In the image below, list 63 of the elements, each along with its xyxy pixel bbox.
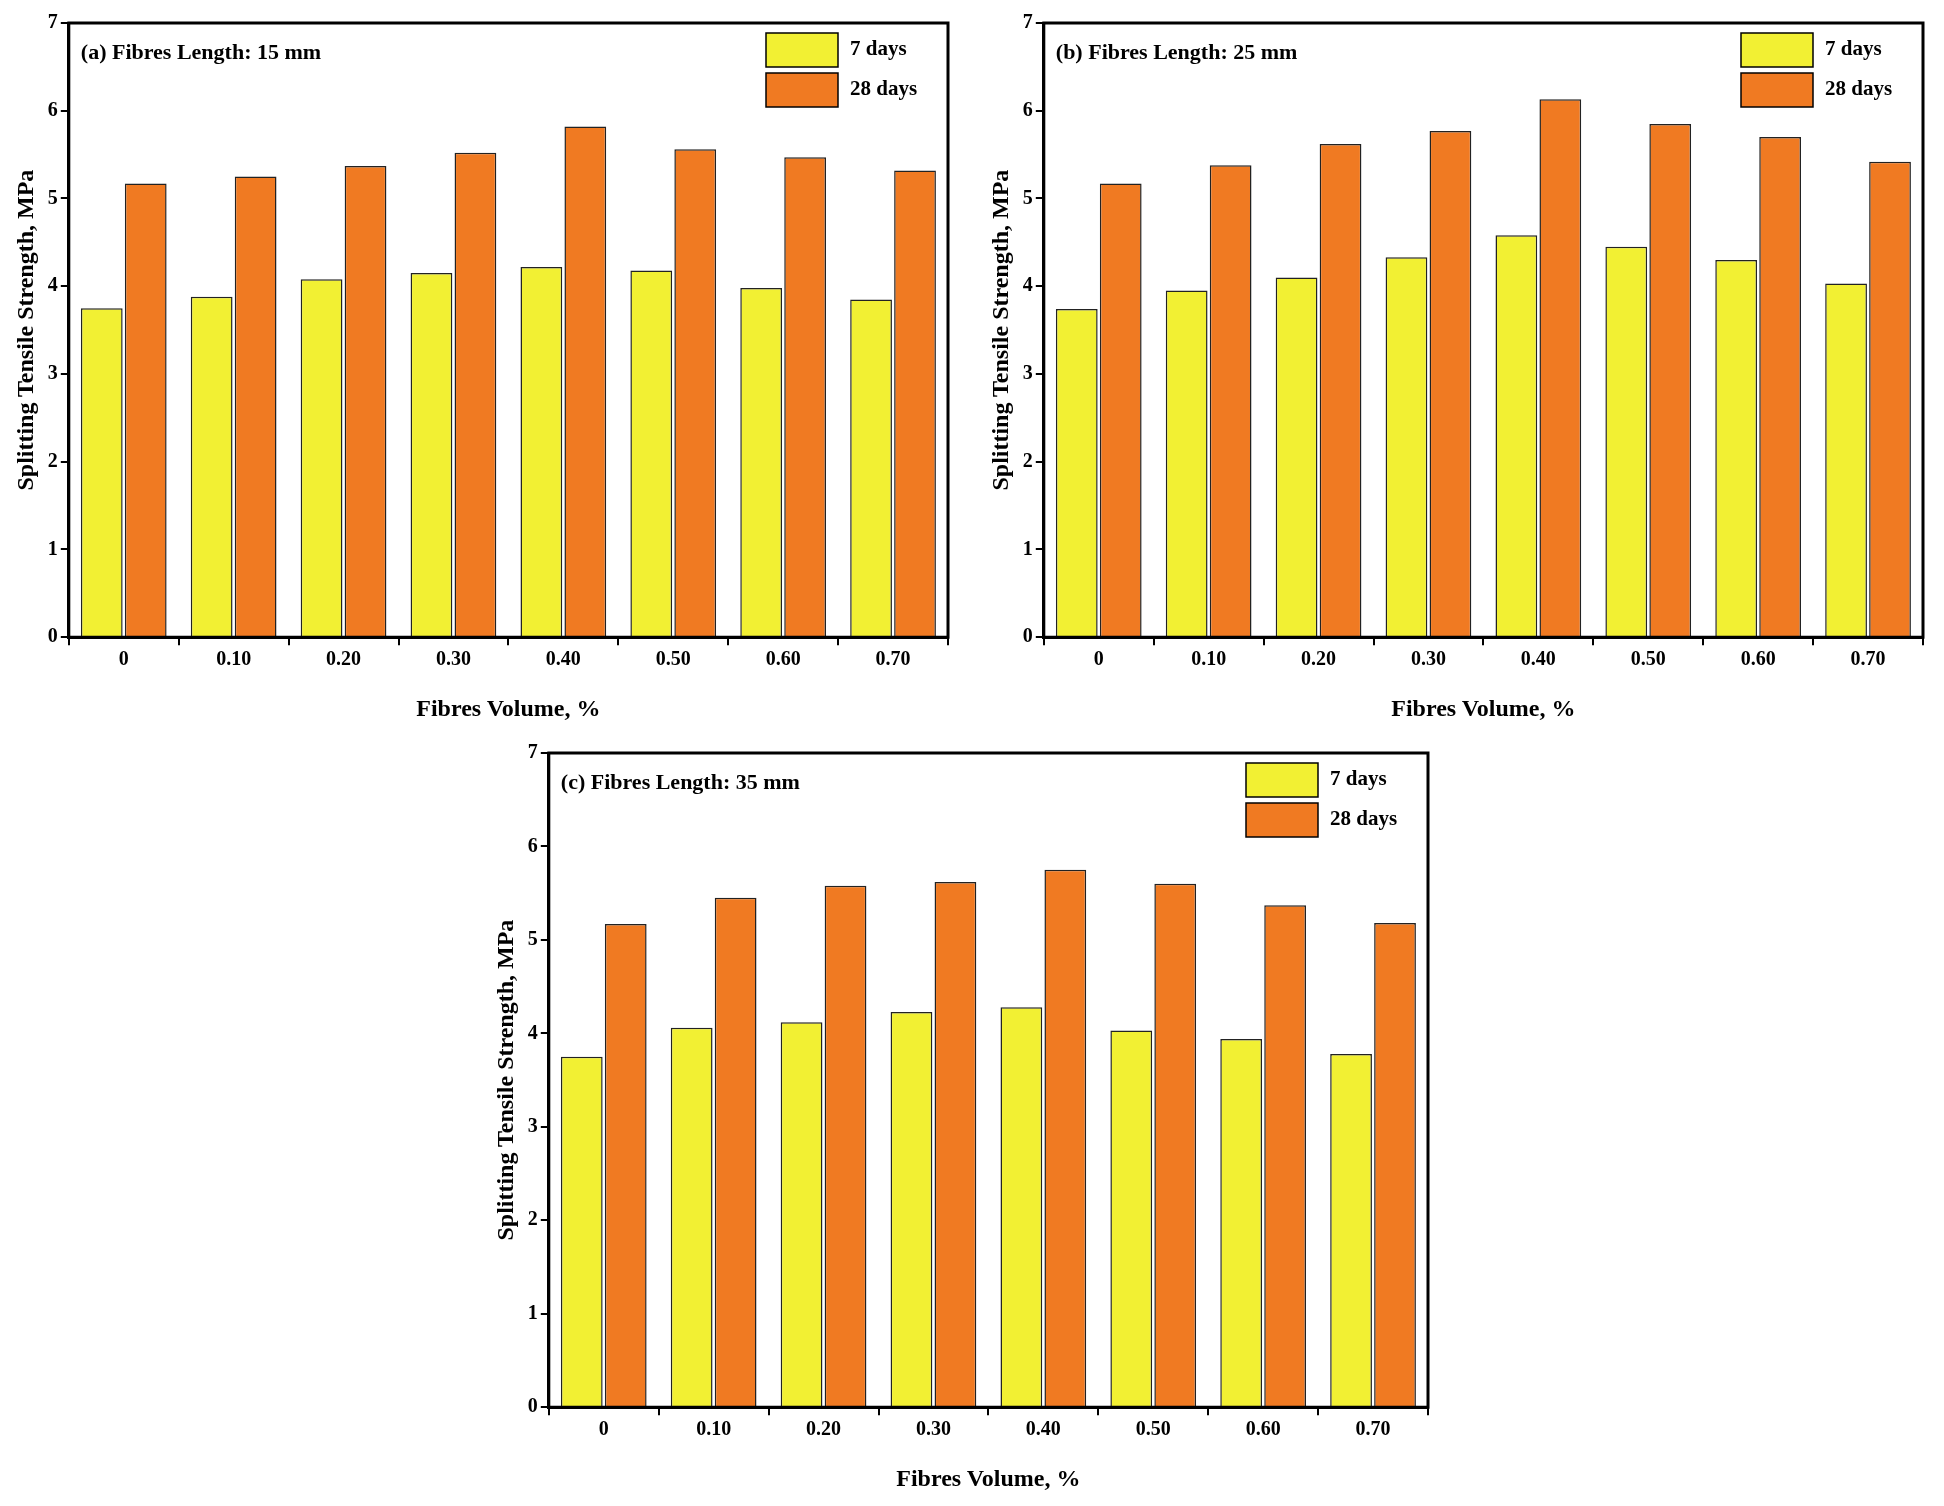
- x-tick-label: 0.60: [765, 647, 801, 670]
- x-tick-label: 0.40: [545, 647, 581, 670]
- x-tick-label: 0.60: [1740, 647, 1776, 670]
- y-tick-label: 2: [527, 1207, 538, 1230]
- x-tick-label: 0.70: [1355, 1417, 1391, 1440]
- y-tick-label: 7: [47, 10, 58, 33]
- y-tick-label: 0: [47, 624, 58, 647]
- legend-label: 28 days: [850, 76, 918, 101]
- y-tick-label: 1: [1022, 536, 1033, 559]
- legend-label: 28 days: [1825, 76, 1893, 101]
- y-tick-label: 3: [527, 1114, 538, 1136]
- y-axis-title: Splitting Tensile Strength, MPa: [986, 169, 1013, 491]
- x-tick-label: 0: [598, 1417, 609, 1440]
- y-tick-label: 5: [1022, 185, 1033, 208]
- legend-label: 28 days: [1330, 806, 1398, 831]
- text: (a) Fibres Length: 15 mm: [80, 38, 322, 64]
- y-tick-label: 6: [47, 97, 58, 120]
- x-tick-label: 0.40: [1520, 647, 1556, 670]
- y-tick-label: 1: [527, 1300, 538, 1323]
- text: (b) Fibres Length: 25 mm: [1055, 38, 1298, 64]
- x-tick-label: 0.60: [1245, 1417, 1281, 1440]
- x-tick-label: 0.50: [1135, 1417, 1171, 1440]
- y-tick-label: 4: [1022, 273, 1033, 296]
- x-tick-label: 0.70: [1850, 647, 1886, 670]
- legend-label: 7 days: [1330, 766, 1387, 791]
- x-tick-label: 0.50: [655, 647, 691, 670]
- x-tick-label: 0.10: [696, 1417, 732, 1440]
- y-tick-label: 5: [527, 927, 538, 950]
- x-tick-label: 0: [1093, 647, 1104, 670]
- y-tick-label: 6: [527, 833, 538, 856]
- x-tick-label: 0.20: [1301, 647, 1337, 670]
- y-axis-title: Splitting Tensile Strength, MPa: [11, 169, 38, 491]
- x-axis-title: Fibres Volume, %: [896, 1464, 1081, 1491]
- y-tick-label: 0: [1022, 624, 1033, 647]
- x-tick-label: 0.30: [435, 647, 471, 670]
- y-tick-label: 2: [47, 448, 58, 471]
- x-tick-label: 0.20: [806, 1417, 842, 1440]
- y-axis-title: Splitting Tensile Strength, MPa: [491, 919, 518, 1241]
- x-tick-label: 0.70: [875, 647, 911, 670]
- y-tick-label: 4: [527, 1020, 538, 1043]
- x-tick-label: 0.10: [1191, 647, 1227, 670]
- y-tick-label: 7: [1022, 10, 1033, 33]
- y-tick-label: 3: [1022, 361, 1033, 384]
- y-tick-label: 6: [1022, 97, 1033, 120]
- x-tick-label: 0.40: [1025, 1417, 1061, 1440]
- legend-label: 7 days: [1825, 36, 1882, 61]
- x-axis-title: Fibres Volume, %: [416, 694, 601, 721]
- x-tick-label: 0.30: [1410, 647, 1446, 670]
- text: (c) Fibres Length: 35 mm: [560, 768, 800, 794]
- x-tick-label: 0.10: [216, 647, 252, 670]
- y-tick-label: 1: [47, 536, 58, 559]
- x-axis-title: Fibres Volume, %: [1391, 694, 1576, 721]
- y-tick-label: 3: [47, 361, 58, 384]
- y-tick-label: 4: [47, 273, 58, 296]
- x-tick-label: 0.50: [1630, 647, 1666, 670]
- x-tick-label: 0.30: [915, 1417, 951, 1440]
- y-tick-label: 0: [527, 1394, 538, 1417]
- y-tick-label: 2: [1022, 448, 1033, 471]
- y-tick-label: 7: [527, 740, 538, 763]
- legend-label: 7 days: [850, 36, 907, 61]
- x-tick-label: 0: [118, 647, 129, 670]
- x-tick-label: 0.20: [326, 647, 362, 670]
- y-tick-label: 5: [47, 185, 58, 208]
